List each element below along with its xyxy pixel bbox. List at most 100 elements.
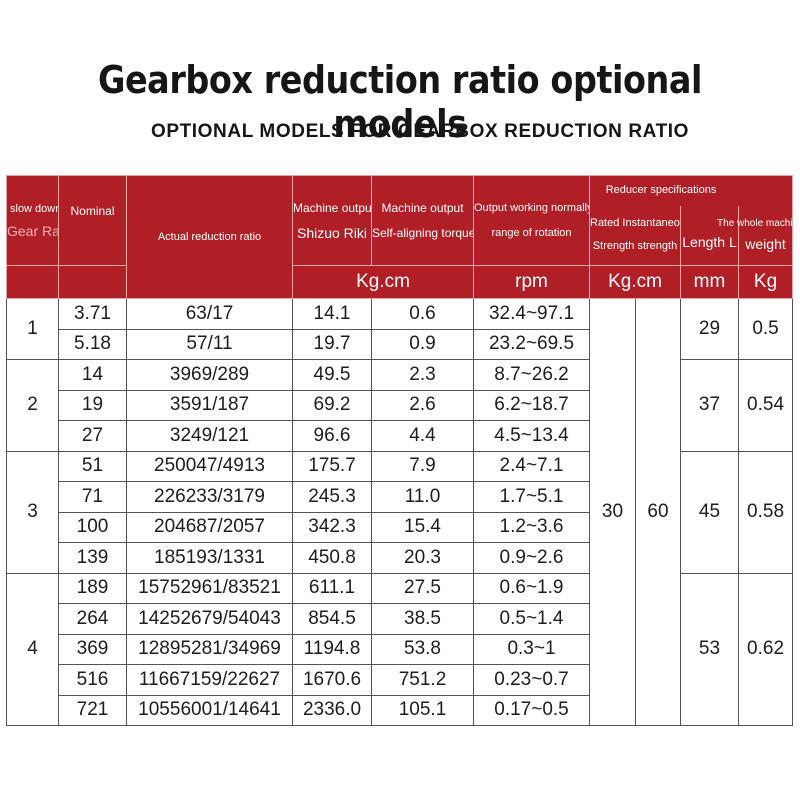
table-row: 5.18 57/11 19.7 0.9 23.2~69.5 bbox=[7, 328, 793, 360]
header-output: Machine output Shizuo Riki bbox=[292, 175, 372, 266]
rpm-cell: 0.23~0.7 bbox=[473, 664, 590, 696]
nominal-cell: 14 bbox=[58, 359, 127, 391]
nominal-cell: 189 bbox=[58, 572, 127, 604]
weight-cell: 0.54 bbox=[737, 359, 794, 452]
stage-cell: 1 bbox=[6, 298, 59, 360]
rpm-cell: 0.3~1 bbox=[473, 633, 590, 665]
header-unit-rpm: rpm bbox=[473, 265, 590, 299]
actual-ratio-cell: 57/11 bbox=[126, 328, 293, 360]
header-actual-label: Actual reduction ratio bbox=[157, 230, 262, 243]
torque-cell: 0.9 bbox=[371, 328, 474, 360]
output-cell: 342.3 bbox=[292, 511, 372, 543]
actual-ratio-cell: 185193/1331 bbox=[126, 542, 293, 574]
nominal-cell: 516 bbox=[58, 664, 127, 696]
header-torque-top: Machine output bbox=[381, 200, 464, 215]
rpm-cell: 6.2~18.7 bbox=[473, 389, 590, 421]
torque-cell: 38.5 bbox=[371, 603, 474, 635]
weight-cell: 0.58 bbox=[737, 450, 794, 574]
output-cell: 611.1 bbox=[292, 572, 372, 604]
table-row: 721 10556001/14641 2336.0 105.1 0.17~0.5 bbox=[7, 694, 793, 726]
nominal-cell: 27 bbox=[58, 420, 127, 452]
stage-cell: 3 bbox=[6, 450, 59, 574]
header-unit-blank-1 bbox=[6, 265, 59, 299]
actual-ratio-cell: 204687/2057 bbox=[126, 511, 293, 543]
header-instant-top: Instantaneous bbox=[622, 217, 680, 230]
nominal-cell: 19 bbox=[58, 389, 127, 421]
header-length-label: Length L bbox=[682, 234, 737, 251]
table-row: 139 185193/1331 450.8 20.3 0.9~2.6 bbox=[7, 542, 793, 574]
table-row: 3 51 250047/4913 175.7 7.9 2.4~7.1 45 0.58 bbox=[6, 450, 794, 574]
rpm-cell: 1.7~5.1 bbox=[473, 481, 590, 513]
torque-cell: 27.5 bbox=[371, 572, 474, 604]
table-row: 100 204687/2057 342.3 15.4 1.2~3.6 bbox=[7, 511, 793, 543]
header-reducer-spec: Reducer specifications bbox=[588, 175, 794, 206]
table-body: 1 3.71 63/17 14.1 0.6 32.4~97.1 30 60 29 0.5 5.18 5… bbox=[6, 298, 794, 726]
actual-ratio-cell: 15752961/83521 bbox=[126, 572, 293, 604]
header-length: Length L bbox=[680, 205, 739, 266]
nominal-cell: 3.71 bbox=[58, 298, 127, 330]
output-cell: 49.5 bbox=[292, 359, 372, 391]
length-cell: 29 bbox=[680, 298, 739, 360]
table-row: 264 14252679/54043 854.5 38.5 0.5~1.4 bbox=[7, 603, 793, 635]
actual-ratio-cell: 3249/121 bbox=[126, 420, 293, 452]
header-unit-blank-2 bbox=[58, 265, 127, 299]
actual-ratio-cell: 250047/4913 bbox=[126, 450, 293, 482]
header-rpm: Output working normally range of rotatio… bbox=[473, 175, 590, 266]
actual-ratio-cell: 63/17 bbox=[126, 298, 293, 330]
nominal-cell: 71 bbox=[58, 481, 127, 513]
header-rpm-top: Output working normally bbox=[474, 201, 590, 214]
output-cell: 1194.8 bbox=[292, 633, 372, 665]
torque-cell: 4.4 bbox=[371, 420, 474, 452]
header-reducer-spec-label: Reducer specifications bbox=[605, 184, 717, 197]
rpm-cell: 1.2~3.6 bbox=[473, 511, 590, 543]
stage-cell: 4 bbox=[6, 572, 59, 726]
header-strength: Rated Instantaneous Strength strength bbox=[589, 205, 681, 266]
header-weight-top: The whole machine bbox=[717, 218, 800, 230]
nominal-cell: 721 bbox=[58, 694, 127, 726]
header-strength-top: Rated Instantaneous bbox=[590, 216, 680, 231]
rpm-cell: 23.2~69.5 bbox=[473, 328, 590, 360]
header-stage-bottom: Gear Ratio by Stage bbox=[7, 223, 59, 239]
header-torque-bottom: Self-aligning torque bbox=[372, 225, 474, 240]
actual-ratio-cell: 10556001/14641 bbox=[126, 694, 293, 726]
rpm-cell: 4.5~13.4 bbox=[473, 420, 590, 452]
header-output-bottom: Shizuo Riki bbox=[296, 225, 368, 241]
table-row: 369 12895281/34969 1194.8 53.8 0.3~1 bbox=[7, 633, 793, 665]
header-unit-mm: mm bbox=[680, 265, 739, 299]
gearbox-spec-table: slow down Gear Ratio by Stage Nominal Ac… bbox=[6, 175, 800, 726]
actual-ratio-cell: 11667159/22627 bbox=[126, 664, 293, 696]
output-cell: 14.1 bbox=[292, 298, 372, 330]
torque-cell: 20.3 bbox=[371, 542, 474, 574]
rpm-cell: 0.17~0.5 bbox=[473, 694, 590, 726]
torque-cell: 2.3 bbox=[371, 359, 474, 391]
length-cell: 37 bbox=[680, 359, 739, 452]
torque-cell: 15.4 bbox=[371, 511, 474, 543]
weight-cell: 0.5 bbox=[737, 298, 794, 360]
table-row: 71 226233/3179 245.3 11.0 1.7~5.1 bbox=[7, 481, 793, 513]
torque-cell: 7.9 bbox=[371, 450, 474, 482]
torque-cell: 11.0 bbox=[371, 481, 474, 513]
rpm-cell: 2.4~7.1 bbox=[473, 450, 590, 482]
stage-cell: 2 bbox=[6, 359, 59, 452]
nominal-cell: 264 bbox=[58, 603, 127, 635]
header-actual: Actual reduction ratio bbox=[126, 175, 293, 299]
header-stage-top: slow down bbox=[10, 203, 59, 215]
torque-cell: 751.2 bbox=[371, 664, 474, 696]
output-cell: 1670.6 bbox=[292, 664, 372, 696]
nominal-cell: 100 bbox=[58, 511, 127, 543]
header-instant-bottom: strength bbox=[637, 240, 678, 253]
spec-table-container: slow down Gear Ratio by Stage Nominal Ac… bbox=[6, 175, 800, 726]
torque-cell: 105.1 bbox=[371, 694, 474, 726]
header-rated-top: Rated bbox=[590, 217, 620, 230]
length-cell: 53 bbox=[680, 572, 739, 726]
nominal-cell: 369 bbox=[58, 633, 127, 665]
torque-cell: 0.6 bbox=[371, 298, 474, 330]
header-weight: The whole machine weight bbox=[717, 205, 800, 266]
rpm-cell: 32.4~97.1 bbox=[473, 298, 590, 330]
actual-ratio-cell: 3591/187 bbox=[126, 389, 293, 421]
nominal-cell: 139 bbox=[58, 542, 127, 574]
page-title: Gearbox reduction ratio optional models bbox=[97, 58, 703, 146]
header-stage: slow down Gear Ratio by Stage bbox=[6, 175, 59, 266]
output-cell: 245.3 bbox=[292, 481, 372, 513]
length-cell: 45 bbox=[680, 450, 739, 574]
